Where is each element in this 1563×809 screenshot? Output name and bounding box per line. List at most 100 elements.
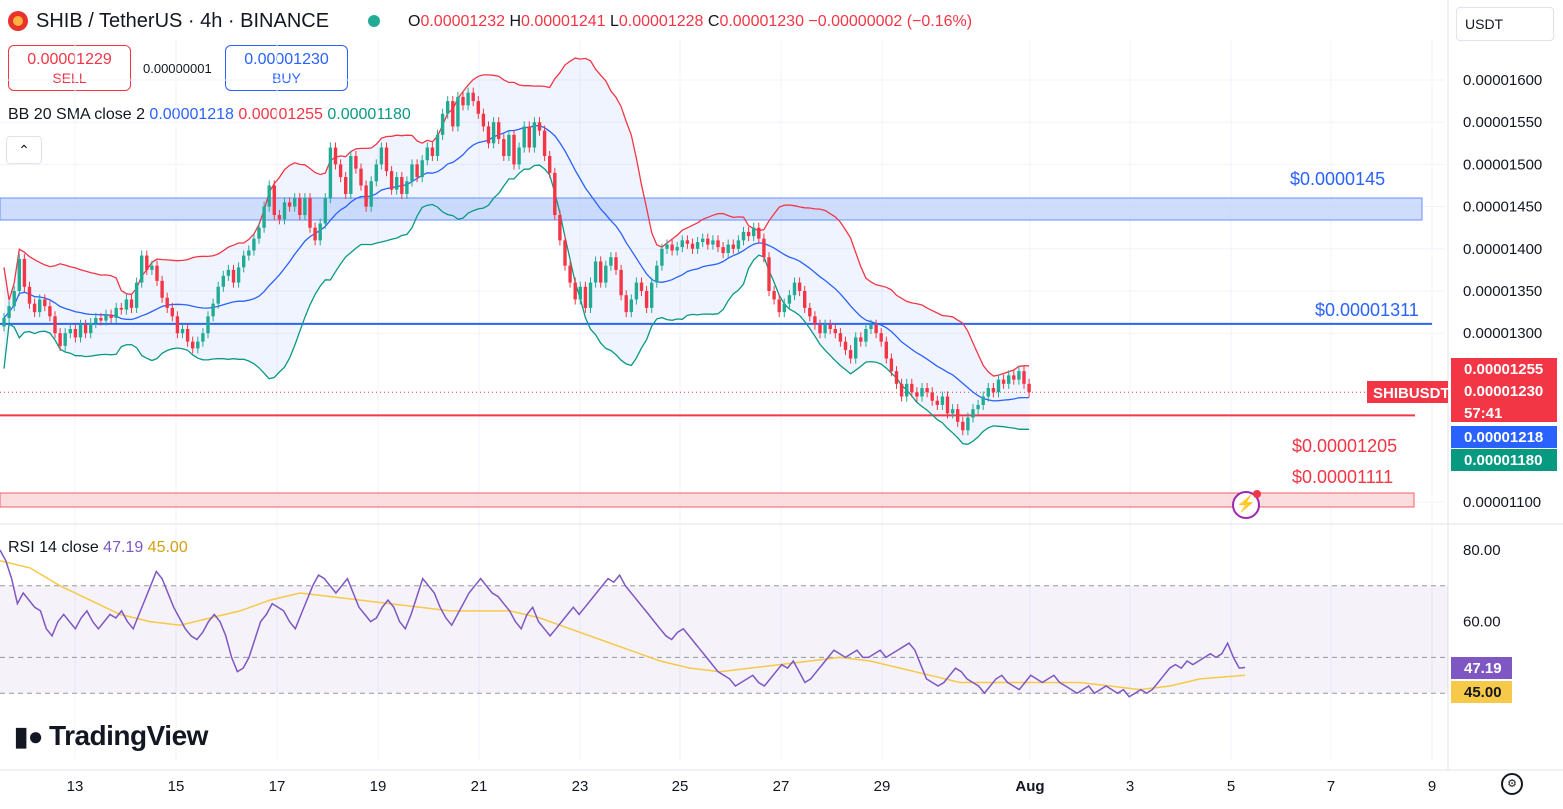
price-tag-bg — [1451, 402, 1557, 422]
candle-body — [247, 250, 251, 256]
candle-body — [828, 324, 832, 329]
candle-body — [935, 400, 939, 405]
ohlc-o-label: O — [408, 13, 421, 30]
sell-button[interactable]: 0.00001229 SELL — [8, 45, 131, 91]
settings-icon[interactable]: ⚙ — [1501, 773, 1523, 795]
shib-logo-icon — [8, 11, 28, 31]
candle-body — [481, 113, 486, 127]
time-tick-label: Aug — [1015, 778, 1044, 795]
candle-body — [491, 122, 496, 144]
ohlc-l-label: L — [609, 13, 619, 30]
level-label: $0.00001111 — [1292, 467, 1393, 487]
candle-body — [328, 147, 333, 199]
candle-body — [221, 275, 225, 287]
ohlc-close: 0.00001230 — [719, 13, 804, 30]
candle-body — [930, 392, 934, 401]
time-tick-label: 29 — [874, 778, 891, 795]
candle-body — [165, 297, 169, 308]
candle-body — [695, 242, 700, 249]
buy-price: 0.00001230 — [244, 51, 329, 68]
spread-value: 0.00000001 — [143, 61, 212, 76]
candle-body — [864, 328, 868, 342]
candle-body — [369, 181, 373, 207]
rsi-tag-label: 47.19 — [1464, 660, 1502, 677]
candle-body — [32, 303, 37, 313]
time-tick-label: 17 — [269, 778, 286, 795]
buy-button[interactable]: 0.00001230 BUY — [225, 45, 348, 91]
bb-lines — [3, 57, 1030, 445]
candle-body — [604, 265, 608, 283]
price-tag-label: 0.00001218 — [1464, 429, 1543, 446]
candle-body — [701, 238, 705, 243]
candle-body — [389, 171, 394, 190]
candle-body — [522, 126, 526, 148]
chevron-up-icon: ⌃ — [18, 142, 30, 158]
candle-body — [22, 258, 27, 287]
rsi-ma-value: 45.00 — [147, 539, 188, 556]
candle-body — [838, 333, 843, 342]
bb-lower-line — [3, 164, 1030, 445]
candle-body — [1027, 383, 1031, 393]
candle-body — [726, 244, 730, 254]
candles — [2, 87, 1031, 436]
candle-body — [818, 324, 822, 334]
rsi-legend-name: RSI 14 close — [8, 539, 99, 556]
chart-header: SHIB / TetherUS · 4h · BINANCE O0.000012… — [0, 0, 1440, 40]
ohlc-readout: O0.00001232 H0.00001241 L0.00001228 C0.0… — [408, 13, 972, 31]
price-tick-label: 0.00001600 — [1463, 72, 1542, 89]
candle-body — [114, 307, 118, 319]
candle-body — [104, 314, 108, 321]
currency-select[interactable]: USDT — [1456, 7, 1554, 41]
candle-body — [986, 388, 990, 397]
price-tick-label: 0.00001350 — [1463, 283, 1542, 300]
bb-legend[interactable]: BB 20 SMA close 2 0.00001218 0.00001255 … — [8, 106, 411, 124]
candle-body — [971, 409, 975, 418]
rsi-ma-tag-bg — [1451, 681, 1512, 703]
candle-body — [777, 299, 781, 313]
candle-body — [180, 328, 185, 334]
price-tick-label: 0.00001400 — [1463, 241, 1542, 258]
candle-body — [78, 324, 83, 338]
price-axis[interactable]: 0.00001100 0.00001300 0.00001350 0.00001400… — [1463, 72, 1542, 511]
candle-body — [1022, 371, 1026, 384]
candle-body — [512, 134, 516, 165]
candle-body — [344, 177, 348, 194]
candle-body — [787, 295, 792, 304]
time-axis[interactable]: 13 15 17 19 21 23 25 27 29 Aug 3 5 7 9 — [0, 769, 1563, 795]
candle-body — [170, 307, 174, 317]
candle-body — [650, 282, 654, 308]
candle-body — [58, 333, 62, 346]
candle-body — [119, 307, 123, 310]
collapse-legend-button[interactable]: ⌃ — [6, 136, 42, 164]
candle-body — [308, 198, 312, 228]
candle-body — [333, 147, 338, 165]
candle-body — [211, 303, 215, 317]
candle-body — [905, 383, 909, 397]
bb-upper-line — [3, 57, 1030, 377]
candle-body — [318, 223, 322, 241]
candle-body — [966, 417, 970, 431]
sell-price: 0.00001229 — [27, 51, 112, 68]
lightning-icon[interactable]: ⚡ — [1232, 490, 1261, 519]
candle-body — [711, 240, 715, 245]
candle-body — [660, 248, 664, 266]
candle-body — [950, 409, 955, 414]
bb-legend-name: BB 20 SMA close 2 — [8, 106, 145, 123]
candle-body — [206, 316, 210, 334]
symbol-title[interactable]: SHIB / TetherUS · 4h · BINANCE — [36, 10, 330, 32]
candle-body — [685, 240, 690, 244]
time-tick-label: 13 — [67, 778, 84, 795]
candle-body — [925, 388, 929, 393]
candle-body — [272, 185, 276, 216]
rsi-legend[interactable]: RSI 14 close 47.19 45.00 — [8, 539, 188, 557]
candle-body — [782, 303, 786, 313]
candle-body — [746, 231, 751, 237]
candle-body — [267, 185, 271, 207]
candle-body — [874, 324, 878, 334]
candle-body — [537, 122, 542, 131]
candle-body — [736, 240, 741, 249]
price-tick-label: 0.00001300 — [1463, 325, 1542, 342]
rsi-tick-label: 80.00 — [1463, 542, 1501, 559]
symbol-badge: SHIBUSDT — [1373, 385, 1450, 402]
